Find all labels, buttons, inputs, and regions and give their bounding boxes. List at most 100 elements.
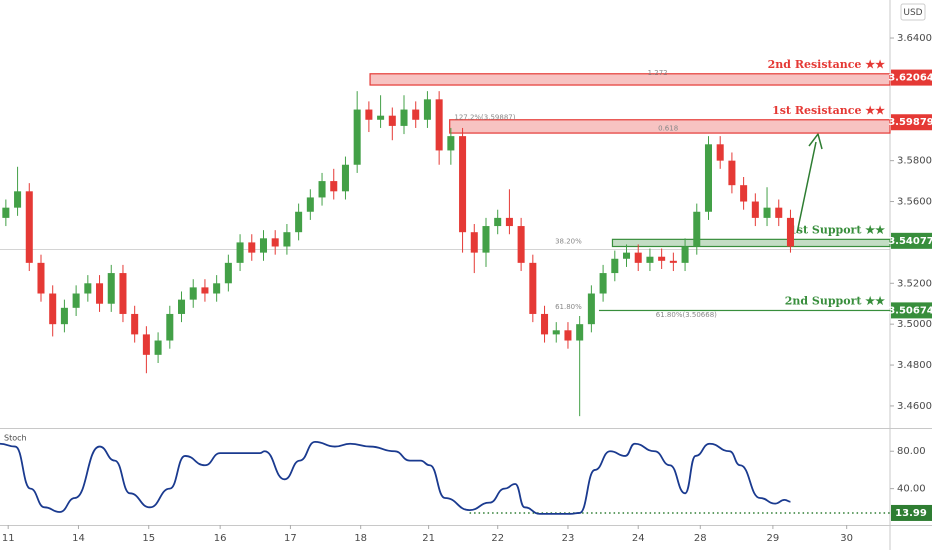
level-name: 2nd Support ★★	[785, 294, 885, 307]
candle-body	[494, 217, 502, 227]
level-zone	[369, 73, 891, 86]
candle-body	[693, 211, 701, 247]
candle-body	[447, 136, 455, 151]
candle-body	[423, 99, 431, 120]
candle-body	[365, 109, 373, 120]
candle-body	[623, 252, 631, 259]
x-tick-label: 23	[562, 533, 575, 544]
y-tick-label: 3.48000	[897, 360, 932, 371]
y-tick-label: 3.52000	[897, 278, 932, 289]
candle-body	[213, 283, 221, 294]
x-tick-label: 28	[694, 533, 707, 544]
x-tick-label: 14	[72, 533, 85, 544]
candle-body	[72, 293, 80, 308]
candle-body	[37, 262, 45, 294]
candle-body	[224, 262, 232, 284]
candle-body	[470, 232, 478, 253]
level-name: 1st Resistance ★★	[772, 104, 885, 117]
x-tick-label: 24	[632, 533, 645, 544]
fib-label: 127.2%(3.59887)	[454, 113, 515, 121]
candle-body	[576, 324, 584, 341]
level-zone	[449, 119, 891, 134]
candle-body	[587, 293, 595, 325]
candle-body	[412, 109, 420, 120]
candle-body	[704, 144, 712, 212]
level-tag	[891, 69, 932, 86]
fib-label: 38.20%	[555, 237, 582, 245]
candle-body	[740, 185, 748, 202]
level-value: 3.54077	[888, 236, 932, 247]
currency-box	[900, 3, 926, 21]
y-tick-label: 40.00	[897, 484, 926, 495]
x-tick-label: 17	[284, 533, 297, 544]
stoch-line	[0, 440, 791, 515]
candle-body	[541, 313, 549, 335]
candle-body	[178, 299, 186, 314]
level-name: 1st Support ★★	[789, 223, 885, 236]
candle-body	[564, 330, 572, 341]
candle-body	[377, 115, 385, 120]
level-name: 2nd Resistance ★★	[768, 58, 885, 71]
candle-body	[201, 287, 209, 294]
candle-body	[259, 238, 267, 253]
x-tick-label: 15	[142, 533, 155, 544]
candle-body	[119, 273, 127, 314]
candle-body	[681, 246, 689, 263]
level-tag	[891, 114, 932, 131]
fib-label: 61.80%(3.50668)	[656, 311, 717, 319]
candle-body	[763, 207, 771, 218]
candle-body	[459, 136, 467, 233]
level-value: 3.59879	[888, 117, 932, 128]
fib-label: 0.618	[658, 124, 678, 132]
y-tick-label: 3.46000	[897, 401, 932, 412]
x-tick-label: 29	[767, 533, 780, 544]
candle-body	[283, 232, 291, 247]
candle-body	[142, 334, 150, 355]
candle-body	[295, 211, 303, 233]
candle-body	[189, 287, 197, 300]
candle-body	[751, 201, 759, 218]
candle-body	[435, 99, 443, 151]
candle-body	[330, 181, 338, 192]
candle-body	[400, 109, 408, 126]
candle-body	[716, 144, 724, 161]
candle-body	[236, 242, 244, 263]
plot-layer: 3.460003.480003.500003.520003.540003.560…	[0, 33, 932, 544]
level-value: 3.62064	[888, 73, 932, 84]
candle-body	[2, 207, 10, 218]
level-value: 3.50674	[888, 305, 932, 316]
candle-body	[306, 197, 314, 212]
level-zone	[611, 238, 891, 248]
candle-body	[388, 115, 396, 126]
candle-body	[96, 283, 104, 304]
candle-body	[517, 226, 525, 263]
candle-body	[482, 226, 490, 253]
candle-body	[166, 313, 174, 341]
candle-body	[84, 283, 92, 294]
candle-body	[25, 191, 33, 263]
x-tick-label: 21	[422, 533, 435, 544]
indicator-title: Stoch	[4, 434, 27, 443]
candle-body	[49, 293, 57, 325]
level-value: 13.99	[895, 508, 927, 519]
y-tick-label: 3.56000	[897, 197, 932, 208]
candle-body	[646, 256, 654, 263]
candle-body	[154, 340, 162, 355]
candle-body	[60, 307, 68, 325]
x-tick-label: 30	[840, 533, 853, 544]
candle-body	[611, 258, 619, 274]
arrow-shaft	[796, 141, 817, 234]
candle-body	[786, 217, 794, 247]
candle-body	[728, 160, 736, 186]
currency: USD	[903, 8, 922, 18]
candle-body	[634, 252, 642, 263]
x-tick-label: 18	[354, 533, 367, 544]
candle-body	[505, 217, 513, 227]
fib-label: 61.80%	[555, 303, 582, 311]
candle-body	[775, 207, 783, 218]
candle-body	[271, 238, 279, 247]
candle-body	[529, 262, 537, 314]
candle-body	[318, 181, 326, 198]
